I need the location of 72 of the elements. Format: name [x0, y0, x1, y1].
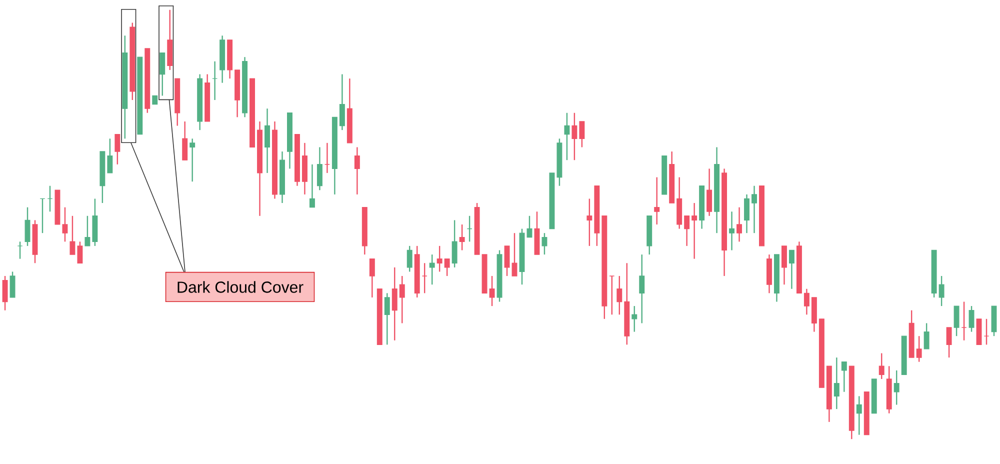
candlestick — [354, 146, 360, 196]
candlestick — [107, 138, 113, 174]
candlestick — [788, 250, 794, 290]
candlestick — [190, 138, 196, 182]
candlestick — [459, 224, 465, 251]
candlestick — [729, 211, 735, 251]
candlestick — [369, 258, 375, 298]
candlestick — [436, 245, 442, 272]
candlestick — [212, 60, 218, 101]
candlestick — [392, 266, 398, 341]
candlestick — [384, 292, 390, 346]
candlestick — [968, 305, 974, 332]
candlestick — [938, 275, 944, 307]
candlestick — [324, 142, 330, 174]
candlestick — [984, 318, 990, 346]
candlestick — [564, 112, 570, 161]
candlestick — [916, 335, 922, 362]
candlestick — [504, 245, 510, 277]
candlestick — [616, 275, 622, 316]
candlestick — [10, 271, 16, 298]
candlestick — [684, 215, 690, 247]
candlestick — [399, 275, 405, 324]
candlestick — [77, 241, 83, 264]
candlestick — [654, 176, 660, 226]
candlestick — [752, 185, 757, 234]
candlestick — [586, 198, 592, 247]
candlestick — [894, 370, 900, 406]
candlestick — [422, 262, 428, 294]
candlestick — [114, 134, 120, 165]
candlestick — [406, 245, 412, 272]
candlestick — [466, 215, 472, 242]
candlestick — [961, 301, 967, 341]
candlestick — [84, 215, 90, 247]
candlestick — [512, 232, 518, 277]
candlestick — [834, 356, 840, 410]
candlestick — [160, 52, 166, 96]
candlestick — [542, 232, 548, 256]
candlestick — [47, 185, 53, 212]
candlestick — [444, 258, 450, 277]
candlestick — [639, 254, 645, 324]
candlestick — [706, 168, 712, 216]
candlestick — [609, 275, 615, 316]
candlestick — [452, 220, 458, 268]
candlestick — [692, 202, 698, 260]
candlestick — [579, 120, 585, 148]
candlestick — [856, 396, 862, 436]
candlestick — [17, 241, 23, 260]
candlestick — [40, 198, 46, 234]
candlestick — [264, 108, 270, 174]
candlestick — [62, 206, 68, 242]
candlestick — [781, 245, 787, 286]
candlestick — [24, 206, 30, 247]
candlestick — [954, 305, 960, 337]
candlestick — [841, 361, 847, 392]
candlestick — [339, 74, 345, 131]
candlestick — [736, 206, 742, 242]
candlestick — [70, 215, 76, 256]
candlestick — [182, 120, 188, 161]
candlestick — [946, 326, 952, 358]
candlestick — [309, 164, 315, 208]
candlestick — [572, 112, 578, 161]
candlestick — [878, 352, 884, 380]
candlestick — [2, 275, 8, 311]
candlestick — [429, 254, 435, 286]
candlestick — [744, 194, 750, 234]
candlestick — [632, 305, 638, 332]
candlestick — [804, 288, 810, 316]
annotation: Dark Cloud Cover — [178, 281, 304, 293]
candlestick — [924, 322, 930, 350]
candlestick — [526, 215, 532, 238]
candlestick — [489, 275, 495, 307]
candlestick — [316, 146, 322, 191]
